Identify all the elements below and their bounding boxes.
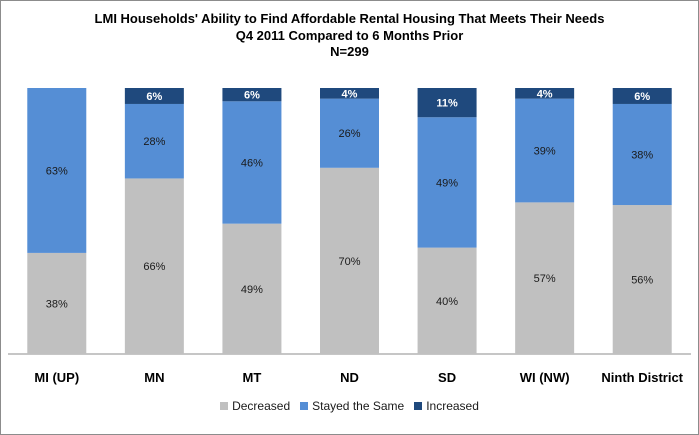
data-label: 11%	[436, 98, 458, 110]
legend-label: Stayed the Same	[312, 399, 405, 413]
legend-item: Decreased	[220, 399, 290, 413]
data-label: 46%	[241, 157, 263, 169]
bar-segment	[417, 247, 477, 354]
bar-segment	[417, 117, 477, 248]
chart-subtitle: Q4 2011 Compared to 6 Months Prior	[235, 27, 464, 43]
bar-segment	[124, 103, 184, 179]
bar-segment	[222, 223, 282, 354]
data-label: 4%	[537, 88, 553, 100]
chart-title: LMI Households' Ability to Find Affordab…	[94, 11, 605, 26]
bar-segment	[612, 205, 672, 354]
data-label: 38%	[46, 298, 68, 310]
data-label: 6%	[634, 91, 650, 103]
category-label: Ninth District	[601, 370, 683, 385]
data-label: 49%	[436, 177, 458, 189]
category-label: WI (NW)	[520, 370, 570, 385]
bar-segment	[124, 88, 184, 104]
legend-swatch	[414, 402, 423, 410]
bar-segment	[515, 202, 575, 354]
bar-segment	[320, 98, 379, 168]
bar-segment	[222, 101, 282, 224]
legend-label: Increased	[426, 399, 479, 413]
legend-swatch	[220, 402, 229, 410]
data-label: 66%	[143, 261, 165, 273]
category-label: SD	[438, 370, 456, 385]
legend-item: Increased	[414, 399, 479, 413]
chart-title-block: LMI Households' Ability to Find Affordab…	[0, 11, 699, 61]
bar-segment	[320, 167, 379, 354]
bar-segment	[515, 88, 575, 99]
data-label: 40%	[436, 296, 458, 308]
bar-segment	[612, 103, 672, 206]
bar-segment	[27, 88, 87, 253]
bar-segment	[27, 252, 87, 354]
data-label: 49%	[241, 284, 263, 296]
data-label: 26%	[338, 128, 360, 140]
category-label: ND	[340, 370, 359, 385]
chart-sample-size: N=299	[330, 44, 369, 59]
data-label: 63%	[46, 165, 68, 177]
legend-item: Stayed the Same	[300, 399, 404, 413]
legend: Decreased Stayed the Same Increased	[0, 399, 699, 413]
category-label: MI (UP)	[34, 370, 79, 385]
data-label: 6%	[146, 91, 162, 103]
data-label: 57%	[534, 273, 556, 285]
data-label: 28%	[143, 136, 165, 148]
data-label: 56%	[631, 275, 653, 287]
data-label: 4%	[342, 88, 358, 100]
data-label: 39%	[534, 146, 556, 158]
data-label: 6%	[244, 90, 260, 102]
category-label: MT	[243, 370, 262, 385]
bar-segment	[417, 88, 477, 118]
bar-segment	[222, 88, 282, 102]
data-label: 70%	[338, 256, 360, 268]
legend-swatch	[300, 402, 309, 410]
data-label: 38%	[631, 150, 653, 162]
legend-label: Decreased	[232, 399, 291, 413]
category-label: MN	[144, 370, 164, 385]
bar-segment	[612, 88, 672, 104]
bar-segment	[124, 178, 184, 354]
bar-segment	[320, 88, 379, 99]
bar-segment	[515, 98, 575, 203]
